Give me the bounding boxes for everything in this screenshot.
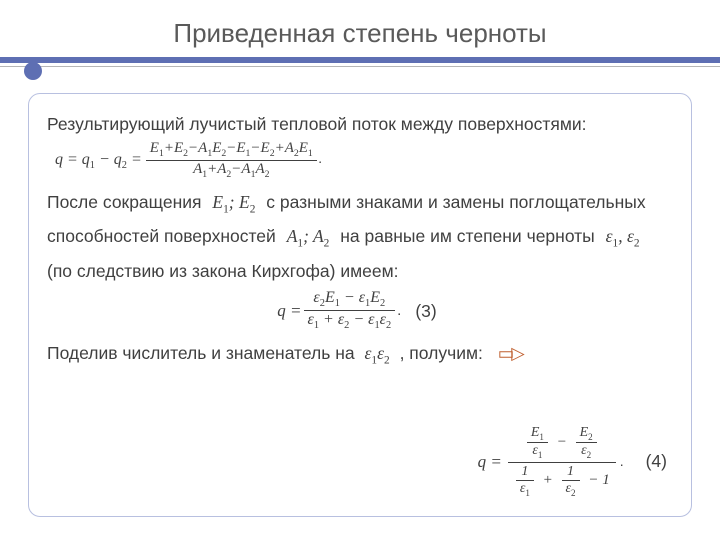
title-bar: Приведенная степень черноты [0, 0, 720, 75]
accent-dot-icon [24, 62, 42, 80]
divider-thick [0, 57, 720, 63]
equation-1: q = q1 − q2 = E1+E2−A1E2−E1−E2+A2E1 A1+A… [55, 140, 322, 179]
symbol-e1e2: ε1ε2 [365, 343, 390, 363]
symbol-e12: E1; E2 [212, 192, 255, 212]
paragraph-2: После сокращения E1; E2 с разными знакам… [47, 186, 673, 287]
equation-4: q = E1 ε1 − E2 ε2 1 ε1 + [478, 425, 673, 498]
symbol-a12: A1; A2 [287, 226, 330, 246]
page-title: Приведенная степень черноты [0, 18, 720, 57]
equation-4-label: (4) [646, 445, 667, 477]
paragraph-1: Результирующий лучистый тепловой поток м… [47, 108, 673, 180]
symbol-eps12: ε1, ε2 [606, 226, 640, 246]
equation-3-label: (3) [415, 295, 436, 327]
para2a: После сокращения [47, 192, 202, 212]
para3a: Поделив числитель и знаменатель на [47, 343, 355, 363]
content-frame: Результирующий лучистый тепловой поток м… [28, 93, 692, 517]
para2d: (по следствию из закона Кирхгофа) имеем: [47, 261, 398, 281]
para2c: на равные им степени черноты [340, 226, 595, 246]
para1-text: Результирующий лучистый тепловой поток м… [47, 114, 587, 134]
para3b: , получим: [400, 343, 483, 363]
equation-3: q = ε2E1 − ε1E2 ε1 + ε2 − ε1ε2 . (3) [47, 289, 673, 332]
divider-thin [0, 66, 720, 67]
paragraph-3: Поделив числитель и знаменатель на ε1ε2 … [47, 339, 673, 371]
arrow-icon: ▭▷ [498, 343, 522, 363]
